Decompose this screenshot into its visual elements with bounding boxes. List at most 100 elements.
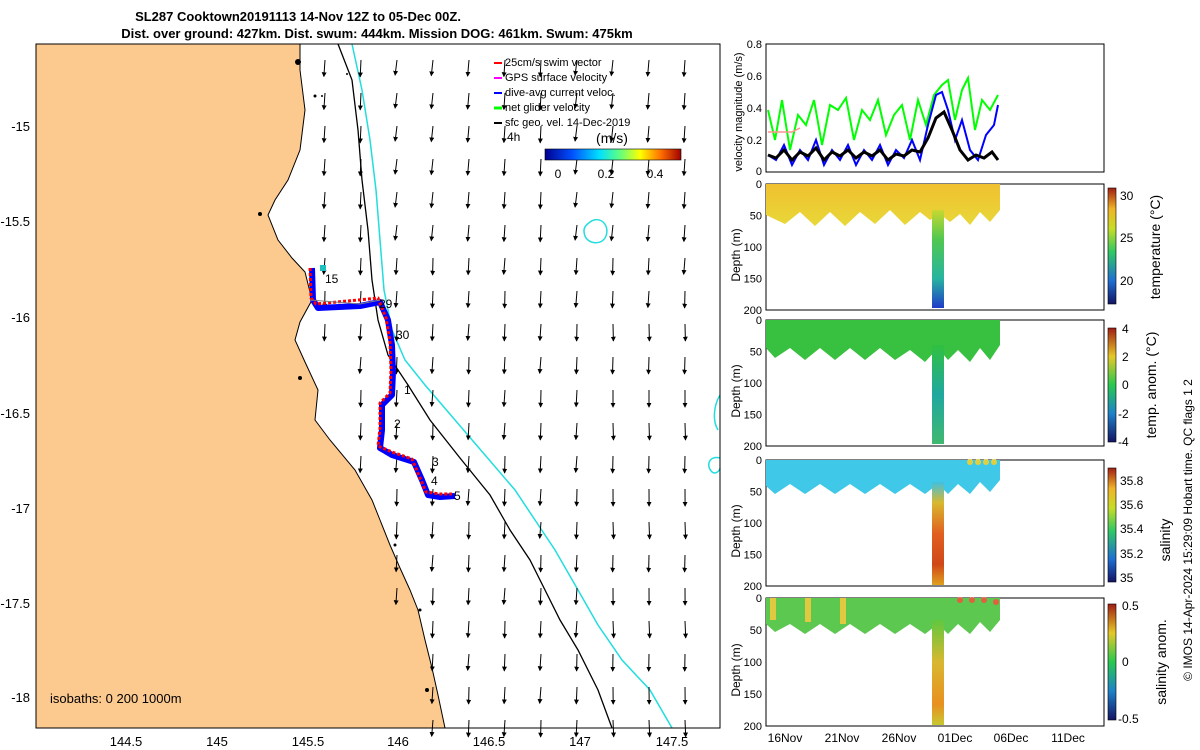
current-vector bbox=[537, 92, 543, 111]
current-vector bbox=[646, 422, 652, 441]
depth-tick-label: 200 bbox=[744, 441, 762, 453]
current-vector bbox=[357, 224, 363, 243]
depth-tick-label: 100 bbox=[744, 657, 762, 669]
current-vector bbox=[611, 620, 617, 639]
current-vector bbox=[537, 257, 543, 276]
x-tick-label: 145 bbox=[206, 734, 228, 749]
current-vector bbox=[537, 224, 543, 243]
depth-tick-label: 0 bbox=[756, 593, 762, 605]
current-vector bbox=[357, 158, 363, 177]
time-axis: 16Nov 21Nov 26Nov 01Dec 06Dec 11Dec bbox=[768, 731, 1085, 745]
y-tick-label: -16 bbox=[11, 310, 30, 325]
sal-anom-patch bbox=[805, 598, 811, 622]
title-line-2: Dist. over ground: 427km. Dist. swum: 44… bbox=[121, 26, 633, 41]
current-vector bbox=[573, 620, 579, 639]
day-label: 3 bbox=[432, 455, 439, 469]
current-vector bbox=[429, 59, 435, 77]
depth-axis-label: Depth (m) bbox=[729, 364, 743, 417]
cb-tick: -2 bbox=[1118, 407, 1129, 421]
cb-tick: 0 bbox=[1122, 655, 1129, 669]
current-vector bbox=[645, 290, 651, 309]
current-vector bbox=[573, 125, 579, 142]
series-dive-avg bbox=[767, 90, 999, 168]
current-vector bbox=[682, 422, 688, 441]
current-vector bbox=[610, 356, 616, 375]
colorbar-title: (m/s) bbox=[596, 130, 628, 146]
velocity-panel: 0.8 0.6 0.4 0.2 0 velocity magnitude (m/… bbox=[733, 39, 1105, 178]
current-vector bbox=[465, 455, 471, 474]
current-vector bbox=[429, 620, 435, 639]
current-vector bbox=[501, 587, 507, 606]
current-vector bbox=[429, 521, 435, 540]
depth-tick-label: 150 bbox=[744, 274, 762, 286]
x-tick-label: 146.5 bbox=[473, 734, 506, 749]
sal-anom-deep-profile bbox=[932, 620, 944, 725]
current-vector bbox=[429, 323, 435, 342]
y-tick-label: -15.5 bbox=[0, 214, 30, 229]
cb-tick: 4 bbox=[1122, 322, 1129, 336]
current-vector bbox=[645, 92, 651, 110]
isobath-1000m bbox=[351, 43, 673, 729]
temperature-deep-profile bbox=[932, 210, 944, 308]
temperature-panel: 20 25 30 temperature (°C) bbox=[765, 183, 1163, 311]
current-vector bbox=[393, 422, 399, 441]
salinity-surface-dots bbox=[967, 459, 997, 465]
temp-anom-colorbar bbox=[1107, 327, 1117, 443]
land-mass bbox=[35, 43, 446, 729]
current-vector bbox=[501, 356, 507, 375]
map-legend: 25cm/s swim vector GPS surface velocity … bbox=[494, 57, 682, 181]
current-vector bbox=[393, 587, 399, 606]
current-vector bbox=[465, 620, 471, 639]
y-tick-label: 0.6 bbox=[747, 71, 762, 83]
current-vector bbox=[537, 686, 543, 705]
sal-anom-patch bbox=[770, 598, 776, 620]
sal-anom-cb-ticks: -0.5 0 0.5 bbox=[1118, 599, 1139, 726]
current-vector bbox=[357, 257, 363, 276]
current-vector bbox=[537, 587, 543, 606]
day-label: 30 bbox=[396, 328, 410, 342]
depth-tick-label: 150 bbox=[744, 410, 762, 422]
temp-anom-panel: -4 -2 0 2 4 temp. anom. (°C) bbox=[765, 319, 1159, 449]
current-vector bbox=[429, 92, 435, 110]
current-vector bbox=[537, 125, 543, 144]
day-label: 2 bbox=[394, 417, 401, 431]
current-vector bbox=[681, 92, 687, 111]
cb-tick: 0 bbox=[1122, 378, 1129, 392]
current-vector bbox=[609, 125, 615, 143]
current-vector bbox=[537, 488, 543, 507]
current-vector bbox=[537, 356, 543, 375]
current-vector bbox=[321, 323, 327, 342]
current-vector bbox=[646, 356, 652, 375]
depth-axis-label: Depth (m) bbox=[729, 643, 743, 696]
credit-text: © IMOS 14-Apr-2024 15:29:09 Hobart time.… bbox=[1181, 379, 1195, 681]
current-vector bbox=[357, 422, 363, 441]
current-vector bbox=[393, 224, 399, 241]
current-vector bbox=[393, 92, 399, 109]
current-vector bbox=[681, 224, 687, 243]
legend-label: sfc geo. vel. 14-Dec-2019 bbox=[505, 117, 630, 129]
map-frame bbox=[35, 43, 721, 729]
map-x-axis: 144.5 145 145.5 146 146.5 147 147.5 bbox=[110, 734, 689, 749]
current-vector bbox=[537, 158, 543, 177]
eddy-contour bbox=[583, 218, 608, 244]
current-vector bbox=[537, 653, 543, 672]
current-vector bbox=[429, 653, 435, 672]
current-vector bbox=[393, 290, 399, 309]
sal-anom-surface-dots bbox=[957, 597, 999, 605]
current-vector bbox=[501, 158, 507, 177]
current-vector bbox=[681, 59, 687, 78]
depth-tick-label: 200 bbox=[744, 721, 762, 733]
track-gray bbox=[309, 299, 381, 305]
temp-anom-cb-label: temp. anom. (°C) bbox=[1143, 332, 1159, 439]
current-vector bbox=[501, 686, 507, 705]
current-vector bbox=[393, 125, 399, 142]
current-vector bbox=[321, 191, 327, 210]
current-vector bbox=[465, 59, 471, 77]
current-vector bbox=[357, 455, 363, 474]
series-gps-surface bbox=[768, 127, 801, 133]
isobath-label: isobaths: 0 200 1000m bbox=[50, 691, 182, 706]
current-vector bbox=[645, 224, 651, 242]
depth-tick-label: 50 bbox=[750, 625, 762, 637]
depth-tick-label: 100 bbox=[744, 378, 762, 390]
